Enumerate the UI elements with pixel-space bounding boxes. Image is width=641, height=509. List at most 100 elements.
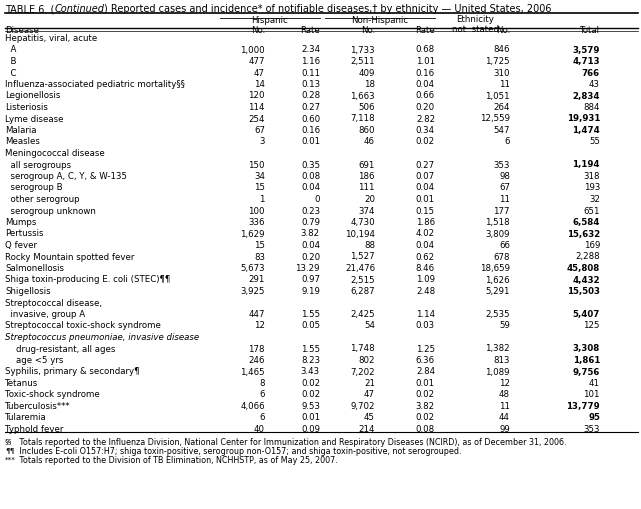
Text: 0.08: 0.08 bbox=[416, 424, 435, 433]
Text: 2,288: 2,288 bbox=[576, 252, 600, 261]
Text: 1,663: 1,663 bbox=[351, 91, 375, 100]
Text: 48: 48 bbox=[499, 390, 510, 399]
Text: 1,527: 1,527 bbox=[351, 252, 375, 261]
Text: 67: 67 bbox=[254, 126, 265, 135]
Text: 1,382: 1,382 bbox=[485, 344, 510, 353]
Text: 8: 8 bbox=[260, 378, 265, 387]
Text: 0.97: 0.97 bbox=[301, 275, 320, 284]
Text: 0.02: 0.02 bbox=[301, 390, 320, 399]
Text: §§: §§ bbox=[5, 438, 13, 444]
Text: Shiga toxin-producing E. coli (STEC)¶¶: Shiga toxin-producing E. coli (STEC)¶¶ bbox=[5, 275, 171, 284]
Text: 2.34: 2.34 bbox=[301, 45, 320, 54]
Text: Totals reported to the Influenza Division, National Center for Immunization and : Totals reported to the Influenza Divisio… bbox=[17, 438, 567, 446]
Text: 10,194: 10,194 bbox=[345, 229, 375, 238]
Text: 353: 353 bbox=[583, 424, 600, 433]
Text: 45,808: 45,808 bbox=[567, 264, 600, 272]
Text: 0.68: 0.68 bbox=[416, 45, 435, 54]
Text: 5,407: 5,407 bbox=[572, 309, 600, 318]
Text: Streptococcus pneumoniae, invasive disease: Streptococcus pneumoniae, invasive disea… bbox=[5, 332, 199, 342]
Text: 4.02: 4.02 bbox=[416, 229, 435, 238]
Text: No.: No. bbox=[251, 26, 265, 35]
Text: 9.53: 9.53 bbox=[301, 401, 320, 410]
Text: 59: 59 bbox=[499, 321, 510, 330]
Text: 95: 95 bbox=[588, 413, 600, 421]
Text: 100: 100 bbox=[249, 206, 265, 215]
Text: serogroup B: serogroup B bbox=[5, 183, 63, 192]
Text: 5,673: 5,673 bbox=[240, 264, 265, 272]
Text: 11: 11 bbox=[499, 401, 510, 410]
Text: Malaria: Malaria bbox=[5, 126, 37, 135]
Text: 47: 47 bbox=[364, 390, 375, 399]
Text: ***: *** bbox=[5, 456, 16, 462]
Text: Salmonellosis: Salmonellosis bbox=[5, 264, 64, 272]
Text: Toxic-shock syndrome: Toxic-shock syndrome bbox=[5, 390, 100, 399]
Text: 45: 45 bbox=[364, 413, 375, 421]
Text: Totals reported to the Division of TB Elimination, NCHHSTP, as of May 25, 2007.: Totals reported to the Division of TB El… bbox=[17, 456, 338, 465]
Text: 1,000: 1,000 bbox=[240, 45, 265, 54]
Text: 186: 186 bbox=[358, 172, 375, 181]
Text: 374: 374 bbox=[358, 206, 375, 215]
Text: 0.05: 0.05 bbox=[301, 321, 320, 330]
Text: 0.27: 0.27 bbox=[416, 160, 435, 169]
Text: 6: 6 bbox=[504, 137, 510, 146]
Text: No.: No. bbox=[495, 26, 510, 35]
Text: 1.14: 1.14 bbox=[416, 309, 435, 318]
Text: 7,118: 7,118 bbox=[351, 115, 375, 123]
Text: 0.04: 0.04 bbox=[416, 241, 435, 249]
Text: 2,515: 2,515 bbox=[351, 275, 375, 284]
Text: 3,308: 3,308 bbox=[573, 344, 600, 353]
Text: Syphilis, primary & secondary¶: Syphilis, primary & secondary¶ bbox=[5, 367, 140, 376]
Text: 291: 291 bbox=[249, 275, 265, 284]
Text: 0.34: 0.34 bbox=[416, 126, 435, 135]
Text: 0.04: 0.04 bbox=[301, 183, 320, 192]
Text: 506: 506 bbox=[358, 103, 375, 112]
Text: Mumps: Mumps bbox=[5, 217, 37, 227]
Text: 246: 246 bbox=[249, 355, 265, 364]
Text: Streptococcal toxic-shock syndrome: Streptococcal toxic-shock syndrome bbox=[5, 321, 161, 330]
Text: 3,579: 3,579 bbox=[572, 45, 600, 54]
Text: 6,584: 6,584 bbox=[572, 217, 600, 227]
Text: B: B bbox=[5, 57, 17, 66]
Text: 98: 98 bbox=[499, 172, 510, 181]
Text: Measles: Measles bbox=[5, 137, 40, 146]
Text: 0.23: 0.23 bbox=[301, 206, 320, 215]
Text: 318: 318 bbox=[583, 172, 600, 181]
Text: 678: 678 bbox=[494, 252, 510, 261]
Text: 0.01: 0.01 bbox=[416, 194, 435, 204]
Text: 15,632: 15,632 bbox=[567, 229, 600, 238]
Text: 353: 353 bbox=[494, 160, 510, 169]
Text: Rate: Rate bbox=[415, 26, 435, 35]
Text: 1,474: 1,474 bbox=[572, 126, 600, 135]
Text: ) Reported cases and incidence* of notifiable diseases,† by ethnicity — United S: ) Reported cases and incidence* of notif… bbox=[104, 4, 552, 14]
Text: 860: 860 bbox=[358, 126, 375, 135]
Text: 0.28: 0.28 bbox=[301, 91, 320, 100]
Text: 0: 0 bbox=[315, 194, 320, 204]
Text: 32: 32 bbox=[589, 194, 600, 204]
Text: 14: 14 bbox=[254, 80, 265, 89]
Text: all serogroups: all serogroups bbox=[5, 160, 71, 169]
Text: 2,425: 2,425 bbox=[351, 309, 375, 318]
Text: 4,432: 4,432 bbox=[572, 275, 600, 284]
Text: 0.20: 0.20 bbox=[416, 103, 435, 112]
Text: 3.82: 3.82 bbox=[416, 401, 435, 410]
Text: 447: 447 bbox=[249, 309, 265, 318]
Text: 1.86: 1.86 bbox=[416, 217, 435, 227]
Text: 7,202: 7,202 bbox=[351, 367, 375, 376]
Text: Listeriosis: Listeriosis bbox=[5, 103, 48, 112]
Text: Q fever: Q fever bbox=[5, 241, 37, 249]
Text: 3,925: 3,925 bbox=[240, 287, 265, 295]
Text: 0.02: 0.02 bbox=[301, 378, 320, 387]
Text: 0.04: 0.04 bbox=[301, 241, 320, 249]
Text: 0.02: 0.02 bbox=[416, 137, 435, 146]
Text: 846: 846 bbox=[494, 45, 510, 54]
Text: 1,465: 1,465 bbox=[240, 367, 265, 376]
Text: 0.35: 0.35 bbox=[301, 160, 320, 169]
Text: 214: 214 bbox=[358, 424, 375, 433]
Text: Legionellosis: Legionellosis bbox=[5, 91, 60, 100]
Text: 21: 21 bbox=[364, 378, 375, 387]
Text: 1,051: 1,051 bbox=[485, 91, 510, 100]
Text: 0.16: 0.16 bbox=[301, 126, 320, 135]
Text: serogroup unknown: serogroup unknown bbox=[5, 206, 96, 215]
Text: A: A bbox=[5, 45, 17, 54]
Text: 2.84: 2.84 bbox=[416, 367, 435, 376]
